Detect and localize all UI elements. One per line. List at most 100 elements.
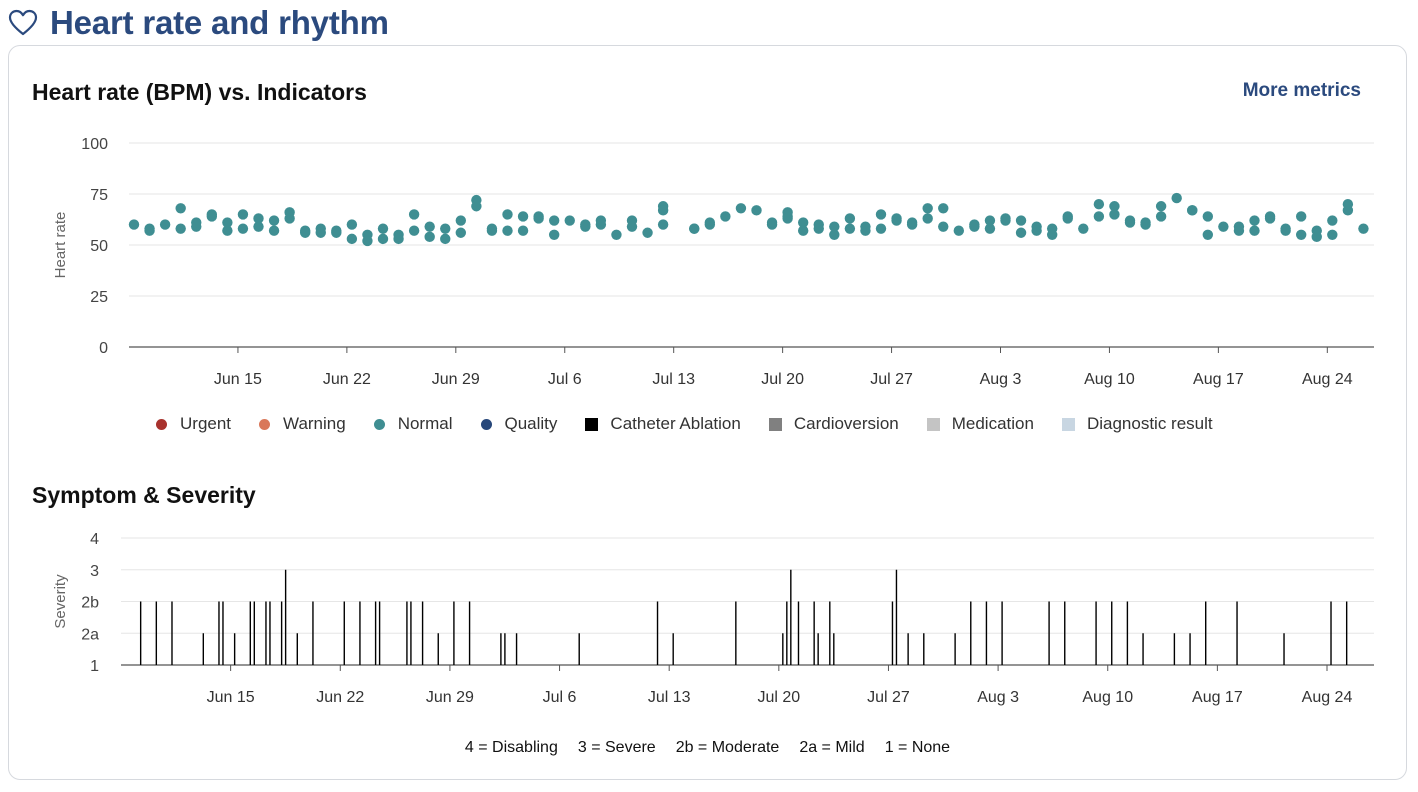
data-point[interactable] <box>1218 221 1229 232</box>
data-point[interactable] <box>517 211 529 222</box>
data-point[interactable] <box>548 229 560 240</box>
data-point[interactable] <box>144 223 155 234</box>
data-point[interactable] <box>548 215 560 226</box>
data-point[interactable] <box>657 205 669 216</box>
data-point[interactable] <box>284 207 295 218</box>
data-point[interactable] <box>1155 211 1167 222</box>
data-point[interactable] <box>533 211 544 222</box>
data-point[interactable] <box>735 203 747 214</box>
data-point[interactable] <box>1264 213 1276 224</box>
data-point[interactable] <box>1280 223 1291 234</box>
data-point[interactable] <box>797 225 809 236</box>
data-point[interactable] <box>1015 227 1027 238</box>
data-point[interactable] <box>720 211 731 222</box>
data-point[interactable] <box>1327 215 1338 226</box>
data-point[interactable] <box>440 233 451 245</box>
data-point[interactable] <box>844 213 856 224</box>
legend-item[interactable]: Urgent <box>156 414 231 434</box>
data-point[interactable] <box>984 223 996 234</box>
data-point[interactable] <box>657 219 669 230</box>
data-point[interactable] <box>829 221 840 232</box>
more-metrics-link[interactable]: More metrics <box>1242 80 1361 101</box>
data-point[interactable] <box>455 215 467 226</box>
data-point[interactable] <box>331 225 342 236</box>
data-point[interactable] <box>1140 217 1151 228</box>
data-point[interactable] <box>1062 213 1073 224</box>
data-point[interactable] <box>611 229 622 240</box>
data-point[interactable] <box>1109 201 1120 212</box>
data-point[interactable] <box>704 219 716 230</box>
data-point[interactable] <box>175 223 186 234</box>
data-point[interactable] <box>424 231 435 243</box>
data-point[interactable] <box>1046 229 1058 240</box>
data-point[interactable] <box>222 225 233 236</box>
data-point[interactable] <box>502 209 513 220</box>
data-point[interactable] <box>175 203 186 214</box>
data-point[interactable] <box>362 235 373 247</box>
data-point[interactable] <box>1093 211 1105 222</box>
data-point[interactable] <box>253 213 264 224</box>
legend-item[interactable]: Normal <box>373 414 453 434</box>
data-point[interactable] <box>1109 209 1120 220</box>
data-point[interactable] <box>595 215 607 226</box>
data-point[interactable] <box>1000 213 1011 224</box>
data-point[interactable] <box>377 233 389 245</box>
data-point[interactable] <box>471 194 482 206</box>
data-point[interactable] <box>782 207 793 218</box>
data-point[interactable] <box>517 225 529 236</box>
data-point[interactable] <box>191 217 202 228</box>
data-point[interactable] <box>299 225 311 236</box>
data-point[interactable] <box>1078 223 1089 234</box>
data-point[interactable] <box>642 227 653 238</box>
data-point[interactable] <box>1249 225 1260 236</box>
data-point[interactable] <box>751 205 762 216</box>
data-point[interactable] <box>1015 215 1027 226</box>
data-point[interactable] <box>1171 192 1182 204</box>
data-point[interactable] <box>580 219 591 230</box>
data-point[interactable] <box>1295 211 1307 222</box>
data-point[interactable] <box>1295 229 1307 240</box>
data-point[interactable] <box>829 229 840 240</box>
data-point[interactable] <box>766 217 778 228</box>
data-point[interactable] <box>128 219 140 230</box>
data-point[interactable] <box>922 213 933 224</box>
data-point[interactable] <box>1155 201 1167 212</box>
data-point[interactable] <box>689 223 700 234</box>
data-point[interactable] <box>1342 199 1354 210</box>
data-point[interactable] <box>797 217 809 228</box>
data-point[interactable] <box>315 227 326 238</box>
data-point[interactable] <box>860 221 871 232</box>
legend-item[interactable]: Catheter Ablation <box>585 414 741 434</box>
data-point[interactable] <box>268 215 280 226</box>
legend-item[interactable]: Diagnostic result <box>1061 414 1213 434</box>
data-point[interactable] <box>1249 215 1260 226</box>
data-point[interactable] <box>502 225 513 236</box>
legend-item[interactable]: Cardioversion <box>768 414 899 434</box>
data-point[interactable] <box>938 221 949 232</box>
data-point[interactable] <box>408 209 420 220</box>
data-point[interactable] <box>1187 205 1198 216</box>
data-point[interactable] <box>938 203 949 214</box>
data-point[interactable] <box>486 223 498 234</box>
data-point[interactable] <box>346 219 358 230</box>
data-point[interactable] <box>984 215 996 226</box>
data-point[interactable] <box>253 221 264 232</box>
data-point[interactable] <box>1031 225 1042 236</box>
data-point[interactable] <box>922 203 933 214</box>
data-point[interactable] <box>268 225 280 236</box>
data-point[interactable] <box>844 223 856 234</box>
data-point[interactable] <box>424 221 435 232</box>
data-point[interactable] <box>1202 229 1214 240</box>
data-point[interactable] <box>953 225 965 236</box>
data-point[interactable] <box>159 219 171 230</box>
data-point[interactable] <box>440 223 451 234</box>
data-point[interactable] <box>1358 223 1369 234</box>
data-point[interactable] <box>906 219 918 230</box>
data-point[interactable] <box>1202 211 1214 222</box>
data-point[interactable] <box>222 217 233 228</box>
data-point[interactable] <box>1311 225 1322 236</box>
data-point[interactable] <box>813 223 824 234</box>
legend-item[interactable]: Quality <box>480 414 557 434</box>
data-point[interactable] <box>408 225 420 236</box>
data-point[interactable] <box>1233 221 1245 232</box>
